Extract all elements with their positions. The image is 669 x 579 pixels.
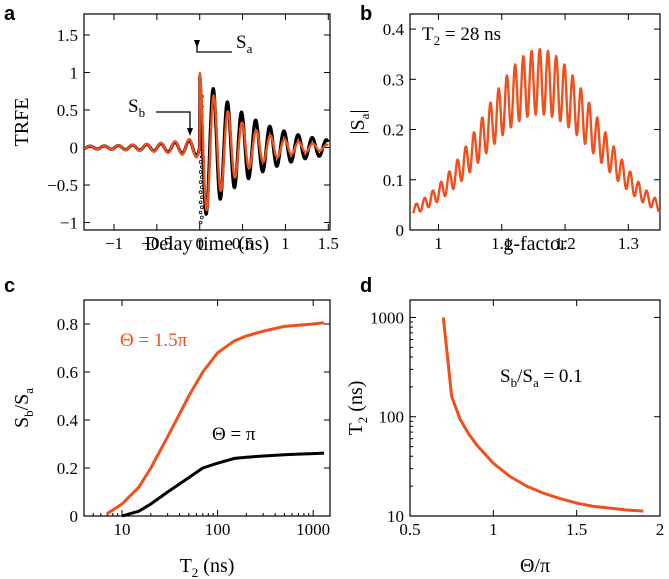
y-tick-label: 0.2 — [57, 459, 78, 478]
panel-d-letter: d — [360, 275, 372, 297]
panel-b-letter: b — [360, 3, 372, 25]
y-tick-label: 0.1 — [383, 171, 404, 190]
trfe-data-point — [200, 215, 204, 220]
x-tick-label: 1.1 — [491, 234, 512, 253]
y-tick-label: 1.5 — [57, 26, 78, 45]
x-tick-label: 100 — [205, 520, 231, 539]
panel-b-t2-label: T2 = 28 ns — [422, 24, 501, 48]
x-tick-label: 2 — [656, 520, 665, 539]
y-tick-label: 0 — [70, 507, 79, 526]
x-tick-label: 0 — [195, 234, 204, 253]
x-tick-label: −0.5 — [141, 234, 172, 253]
x-tick-label: 0.5 — [399, 520, 420, 539]
sb-arrowhead — [187, 128, 193, 136]
panel-c-xlabel: T2 (ns) — [180, 555, 235, 579]
panel-b-xlabel: g-factor — [503, 233, 567, 255]
trfe-data-point — [198, 210, 203, 215]
y-tick-label: 1 — [70, 64, 79, 83]
x-tick-label: 1.5 — [566, 520, 587, 539]
x-tick-label: −1 — [105, 234, 123, 253]
panel-d-frame — [409, 299, 661, 517]
x-tick-label: 1000 — [296, 520, 330, 539]
x-tick-label: 1 — [434, 234, 443, 253]
panel-d-ylabel: T2 (ns) — [345, 381, 370, 436]
panel-b: 1 1.1 1.2 1.3 0 0.1 0.2 0.3 0.4 — [383, 14, 662, 253]
y-tick-label: 0.4 — [57, 411, 79, 430]
curve-1p5pi — [106, 321, 325, 515]
trfe-data-point — [198, 170, 203, 174]
panel-c-label-1p5pi: Θ = 1.5π — [120, 330, 188, 351]
y-tick-label: 1000 — [370, 308, 404, 327]
y-tick-label: 0.2 — [383, 121, 404, 140]
panel-c-frame — [83, 299, 331, 517]
trfe-data-point — [198, 160, 203, 164]
trfe-data-point — [198, 200, 203, 205]
sb-pointer-line — [156, 111, 191, 130]
panel-a-xlabel: Delay time (ns) — [145, 233, 269, 255]
sa-pointer-line — [196, 42, 232, 53]
panel-b-ylabel: |Sa| — [347, 110, 372, 135]
trfe-data-point — [198, 220, 203, 225]
y-tick-label: 10 — [387, 507, 404, 526]
panel-d-xlabel: Θ/π — [520, 555, 550, 577]
trfe-data-point — [198, 180, 203, 184]
y-tick-label: −1 — [60, 214, 78, 233]
y-tick-label: 0.3 — [383, 70, 404, 89]
x-tick-label: 1.2 — [554, 234, 575, 253]
y-tick-label: 100 — [379, 408, 405, 427]
panel-c-letter: c — [4, 275, 15, 297]
trfe-data-point — [200, 195, 204, 200]
x-tick-label: 1.3 — [618, 234, 639, 253]
y-tick-label: 0.5 — [57, 101, 78, 120]
sa-arrowhead — [194, 40, 200, 48]
x-tick-label: 1 — [489, 520, 498, 539]
x-tick-label: 10 — [114, 520, 131, 539]
panel-a-annot-sb: Sb — [128, 96, 193, 136]
x-tick-label: 1 — [281, 234, 290, 253]
panel-c: 10 100 1000 0 0.2 0.4 0.6 0.8 — [57, 300, 330, 539]
trfe-data-point — [200, 205, 204, 210]
y-tick-label: 0.4 — [383, 20, 405, 39]
panel-a: −1 −0.5 0 0.5 1 1.5 −1 −0.5 0 0.5 1 1.5 — [47, 14, 339, 253]
panel-a-plot — [84, 71, 330, 225]
panel-a-ylabel: TRFE — [11, 98, 33, 147]
t2-vs-theta-curve — [441, 317, 644, 513]
sa-vs-g-curve — [412, 47, 662, 214]
panel-c-ylabel: Sb/Sa — [11, 388, 36, 428]
y-tick-label: 0 — [70, 139, 79, 158]
panel-a-annot-sa: Sa — [194, 32, 253, 56]
y-tick-label: 0 — [396, 221, 405, 240]
x-tick-label: 1.5 — [318, 234, 339, 253]
sa-label: Sa — [236, 32, 253, 56]
panel-d: 0.5 1 1.5 2 10 100 1000 — [370, 300, 664, 539]
y-tick-label: 0.8 — [57, 315, 78, 334]
curve-pi — [121, 451, 325, 518]
y-tick-label: 0.6 — [57, 363, 78, 382]
panel-c-label-pi: Θ = π — [212, 424, 256, 445]
sb-label: Sb — [128, 96, 145, 120]
trfe-data-point — [198, 190, 203, 195]
x-tick-label: 0.5 — [232, 234, 253, 253]
panel-d-sbsa-label: Sb/Sa = 0.1 — [500, 366, 583, 390]
panel-b-frame — [409, 13, 661, 231]
y-tick-label: −0.5 — [47, 176, 78, 195]
trfe-data-point — [200, 185, 204, 189]
panel-a-letter: a — [4, 3, 16, 25]
panel-a-frame — [83, 13, 331, 231]
trfe-orange-trace — [84, 71, 329, 212]
